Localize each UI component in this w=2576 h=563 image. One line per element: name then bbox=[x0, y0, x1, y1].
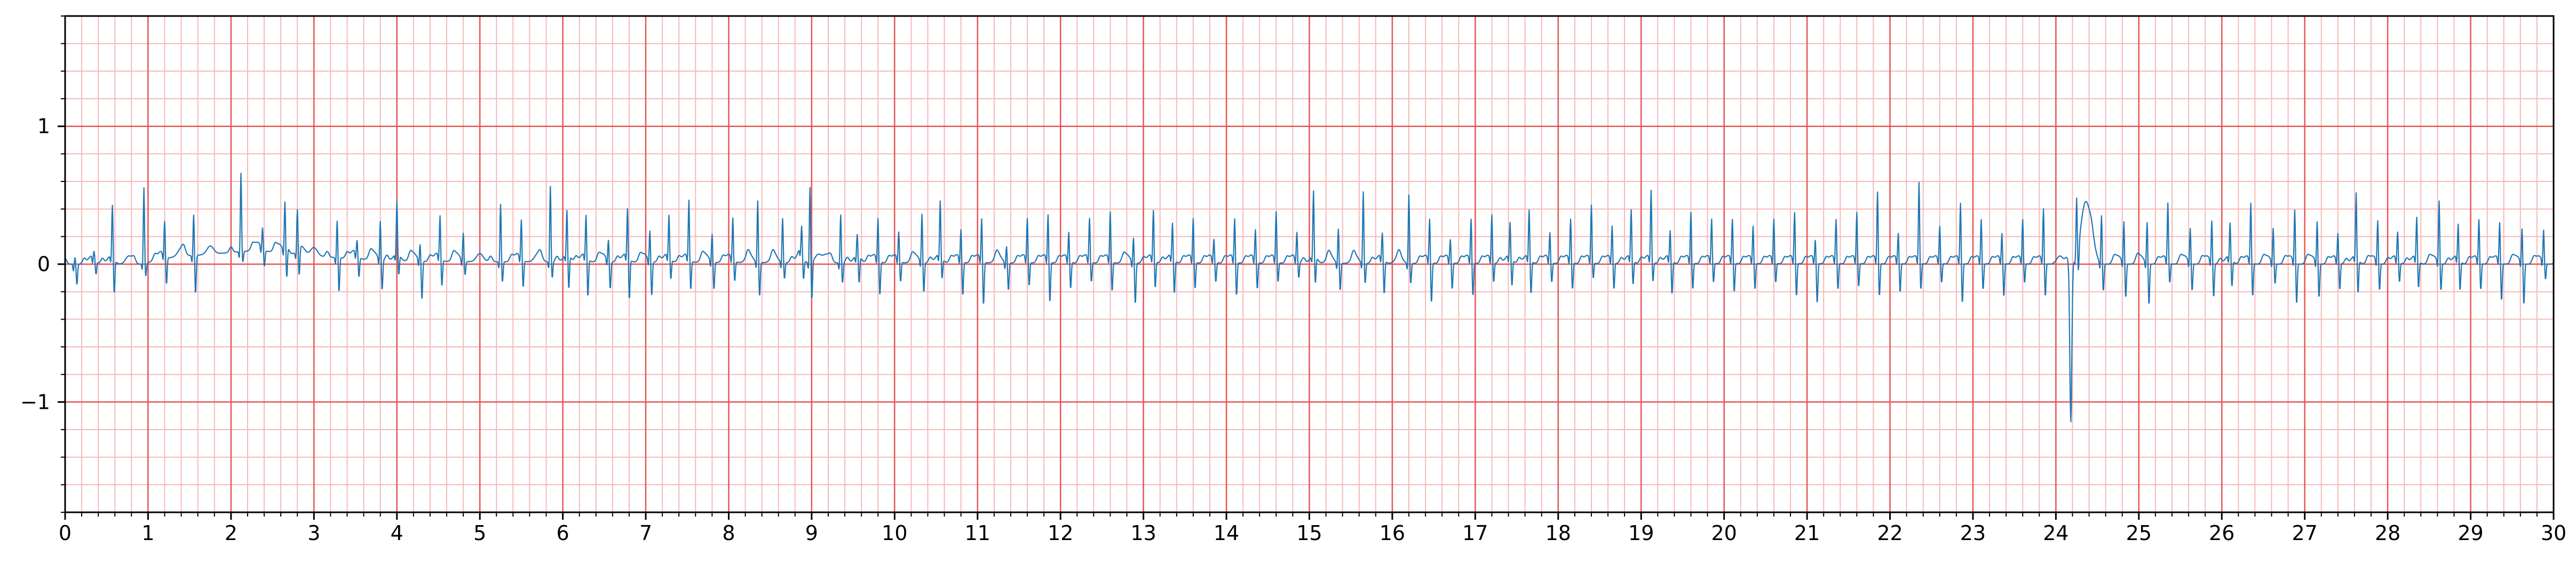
x-tick-label: 2 bbox=[225, 521, 237, 545]
x-tick-label: 4 bbox=[391, 521, 403, 545]
x-tick-label: 5 bbox=[473, 521, 486, 545]
y-tick-label: 1 bbox=[37, 115, 50, 138]
y-axis: −1 0 1 bbox=[20, 15, 65, 513]
x-tick-label: 19 bbox=[1628, 521, 1654, 545]
x-tick-label: 11 bbox=[965, 521, 990, 545]
x-tick-label: 17 bbox=[1462, 521, 1488, 545]
x-tick-label: 20 bbox=[1711, 521, 1737, 545]
x-tick-label: 23 bbox=[1960, 521, 1986, 545]
x-tick-label: 7 bbox=[639, 521, 652, 545]
ecg-trace bbox=[65, 172, 2554, 423]
x-tick-label: 15 bbox=[1296, 521, 1322, 545]
x-tick-label: 9 bbox=[805, 521, 818, 545]
major-grid bbox=[64, 16, 2555, 512]
x-tick-label: 16 bbox=[1380, 521, 1405, 545]
x-tick-label: 13 bbox=[1130, 521, 1156, 545]
series-layer bbox=[65, 172, 2554, 423]
x-tick-label: 29 bbox=[2458, 521, 2483, 545]
x-tick-label: 1 bbox=[141, 521, 154, 545]
x-axis: 0 1 2 3 4 5 6 7 8 9 10 11 12 13 14 15 16 17 18 19 20 21 22 23 24… bbox=[59, 512, 2566, 545]
x-tick-label: 14 bbox=[1214, 521, 1239, 545]
y-tick-label: −1 bbox=[20, 390, 50, 414]
y-tick-label: 0 bbox=[37, 252, 50, 276]
x-tick-label: 6 bbox=[557, 521, 569, 545]
x-tick-label: 27 bbox=[2292, 521, 2318, 545]
x-tick-label: 0 bbox=[59, 521, 72, 545]
x-tick-label: 18 bbox=[1545, 521, 1571, 545]
x-tick-label: 22 bbox=[1877, 521, 1903, 545]
x-tick-label: 8 bbox=[722, 521, 735, 545]
x-tick-label: 10 bbox=[882, 521, 907, 545]
x-tick-label: 30 bbox=[2541, 521, 2566, 545]
x-tick-label: 21 bbox=[1794, 521, 1820, 545]
x-tick-label: 24 bbox=[2043, 521, 2068, 545]
x-tick-label: 3 bbox=[307, 521, 320, 545]
x-tick-label: 26 bbox=[2209, 521, 2234, 545]
x-tick-label: 12 bbox=[1048, 521, 1073, 545]
x-tick-label: 28 bbox=[2375, 521, 2400, 545]
x-tick-label: 25 bbox=[2126, 521, 2152, 545]
